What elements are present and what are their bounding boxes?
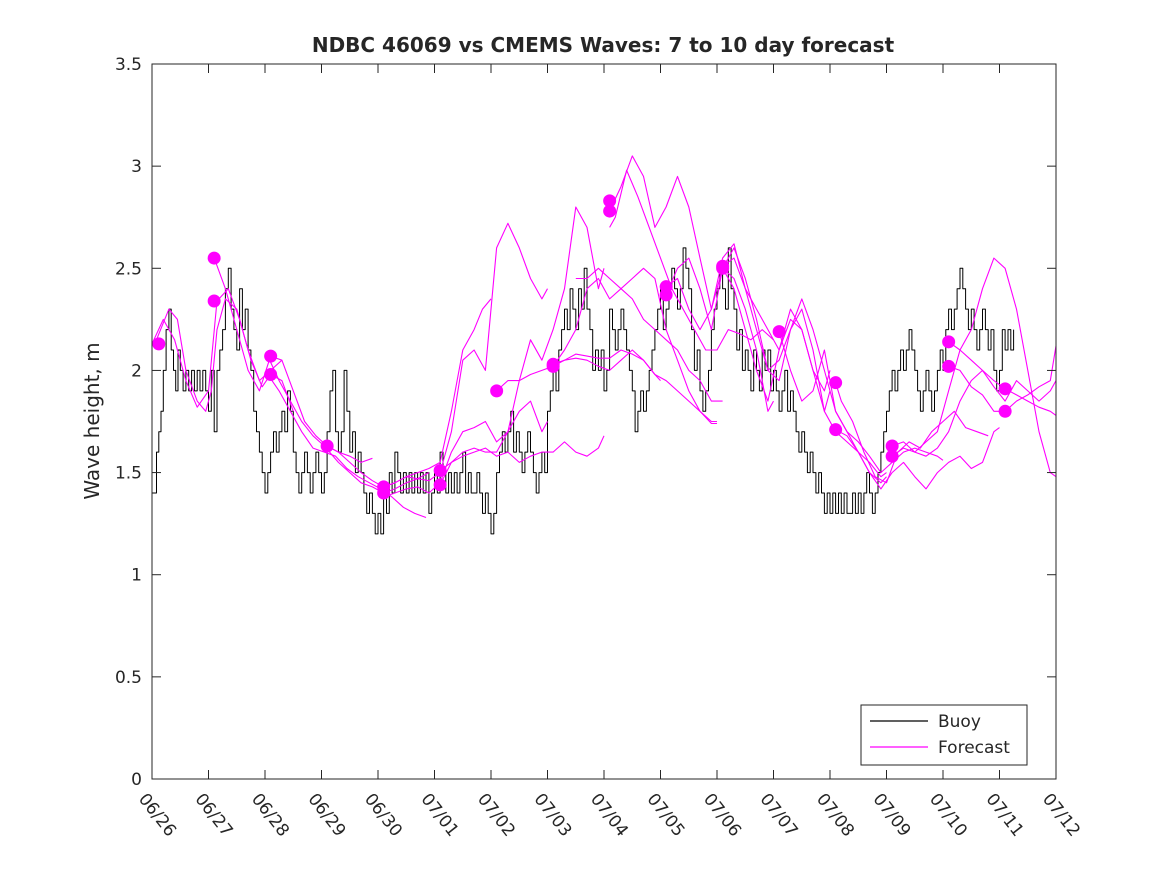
- forecast-marker-1: [207, 251, 221, 265]
- forecast-series-line-7: [383, 222, 548, 488]
- forecast-marker-14: [603, 204, 617, 218]
- y-tick-label-2: 1: [131, 566, 142, 586]
- forecast-series-line-12: [552, 267, 717, 423]
- forecast-series-line-9: [439, 206, 605, 471]
- y-tick-label-6: 3: [131, 157, 142, 177]
- x-tick-label-10: 07/06: [699, 790, 745, 841]
- y-tick-label-0: 0: [131, 770, 142, 790]
- forecast-marker-3: [264, 349, 278, 363]
- x-tick-label-1: 06/27: [191, 790, 237, 841]
- y-tick-label-3: 1.5: [115, 464, 142, 484]
- y-tick-label-4: 2: [131, 361, 142, 381]
- forecast-series-line-16: [609, 155, 774, 412]
- x-tick-label-2: 06/28: [247, 790, 293, 841]
- forecast-series-line-14: [575, 267, 723, 402]
- forecast-marker-20: [829, 376, 843, 390]
- forecast-marker-18: [716, 261, 730, 275]
- forecast-marker-2: [207, 294, 221, 308]
- forecast-series-line-24: [891, 257, 1056, 478]
- forecast-marker-26: [998, 382, 1012, 396]
- forecast-marker-5: [320, 439, 334, 453]
- forecast-series-line-10: [439, 435, 605, 486]
- forecast-series-line-11: [496, 349, 661, 392]
- x-tick-label-14: 07/10: [925, 790, 971, 841]
- x-tick-label-13: 07/09: [869, 790, 915, 841]
- forecast-series-line-15: [609, 169, 774, 351]
- x-tick-label-8: 07/04: [586, 790, 632, 841]
- forecast-marker-4: [264, 368, 278, 382]
- forecast-marker-12: [546, 357, 560, 371]
- forecast-series-line-22: [835, 382, 989, 484]
- y-tick-label-1: 0.5: [115, 668, 142, 688]
- forecast-series-line-23: [835, 427, 1000, 490]
- x-tick-label-5: 07/01: [417, 790, 463, 841]
- forecast-series-line-20: [722, 268, 887, 478]
- forecast-marker-22: [885, 439, 899, 453]
- forecast-series-line-5: [267, 374, 427, 519]
- x-tick-label-7: 07/03: [530, 790, 576, 841]
- legend-buoy-label: Buoy: [938, 712, 981, 732]
- forecast-marker-19: [772, 325, 786, 339]
- forecast-series-line-8: [383, 400, 548, 498]
- plot-area: [151, 63, 1057, 780]
- forecast-marker-13: [603, 194, 617, 208]
- legend: Buoy Forecast: [860, 704, 1028, 766]
- forecast-series-line-3: [213, 257, 373, 463]
- forecast-series-line-13: [552, 349, 717, 425]
- forecast-series-line-21: [778, 331, 944, 474]
- plot-background: [152, 64, 1056, 779]
- forecast-marker-27: [998, 404, 1012, 418]
- forecast-series-line-4: [267, 355, 430, 494]
- x-tick-label-3: 06/29: [304, 790, 350, 841]
- forecast-series-line-25: [891, 369, 1056, 457]
- legend-forecast-label: Forecast: [938, 738, 1010, 758]
- forecast-marker-24: [942, 335, 956, 349]
- x-tick-label-15: 07/11: [982, 790, 1028, 841]
- x-tick-label-9: 07/05: [643, 790, 689, 841]
- forecast-marker-10: [490, 384, 504, 398]
- x-tick-label-4: 06/30: [360, 790, 406, 841]
- x-tick-label-0: 06/26: [134, 790, 180, 841]
- forecast-marker-9: [433, 478, 447, 492]
- forecast-marker-23: [885, 449, 899, 463]
- forecast-marker-8: [433, 464, 447, 478]
- legend-box: [860, 704, 1028, 766]
- y-axis-label: Wave height, m: [80, 342, 104, 499]
- y-tick-label-7: 3.5: [115, 55, 142, 75]
- y-tick-label-5: 2.5: [115, 259, 142, 279]
- y-axis: 0 0.5 1 1.5 2 2.5 3 3.5: [115, 55, 1056, 790]
- x-tick-label-6: 07/02: [473, 790, 519, 841]
- forecast-marker-21: [829, 423, 843, 437]
- x-tick-label-11: 07/07: [756, 790, 802, 841]
- forecast-marker-0: [152, 337, 166, 351]
- forecast-series-line-6: [326, 298, 492, 488]
- forecast-marker-16: [659, 288, 673, 302]
- forecast-marker-7: [377, 486, 391, 500]
- x-tick-label-16: 07/12: [1038, 790, 1084, 841]
- forecast-marker-25: [942, 359, 956, 373]
- chart-title: NDBC 46069 vs CMEMS Waves: 7 to 10 day f…: [312, 33, 895, 57]
- x-tick-label-12: 07/08: [812, 790, 858, 841]
- series-group: [152, 155, 1056, 535]
